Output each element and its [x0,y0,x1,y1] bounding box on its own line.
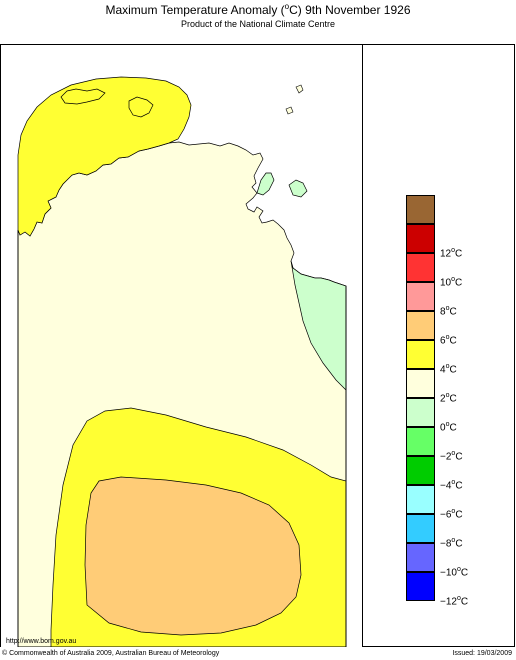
legend-label: −10oC [440,566,469,579]
legend-label: 2oC [440,392,457,405]
copyright-notice: © Commonwealth of Australia 2009, Austra… [2,650,220,657]
legend-swatch [406,369,435,398]
source-url[interactable]: http://www.bom.gov.au [6,638,77,645]
zone-top-end-2-to-4 [17,76,192,237]
legend-label: 6oC [440,334,457,347]
legend-swatch [406,398,435,427]
legend-label: −4oC [440,479,463,492]
legend-swatch [406,311,435,340]
legend-label: −2oC [440,450,463,463]
legend-swatch [406,195,435,224]
zone-central-4-to-6 [84,476,302,636]
legend-swatch [406,514,435,543]
legend-label: 10oC [440,276,463,289]
legend-label: −6oC [440,508,463,521]
coastline-peninsula [128,96,154,118]
legend-swatch [406,340,435,369]
zone-groote-island [288,179,308,198]
legend-label: −12oC [440,595,469,608]
island-small-2 [285,106,294,115]
issued-date: Issued: 19/03/2009 [452,650,512,657]
map-title: Maximum Temperature Anomaly (oC) 9th Nov… [105,2,411,17]
legend-swatch [406,253,435,282]
legend-swatch [406,543,435,572]
zone-gulf-coast-0-to-minus-2 [256,172,275,196]
legend-swatch [406,485,435,514]
anomaly-map [1,45,362,647]
legend-swatch [406,572,435,601]
legend-label: 4oC [440,363,457,376]
legend-label: 8oC [440,305,457,318]
island-small-1 [295,84,304,94]
legend-swatch [406,456,435,485]
map-subtitle: Product of the National Climate Centre [180,19,336,29]
territory-border [17,230,347,647]
legend-swatch [406,224,435,253]
legend-label: 12oC [440,247,463,260]
coastline-north [60,88,106,105]
legend-swatch [406,427,435,456]
zone-gulf-south-0-to-minus-2 [290,260,347,391]
legend-swatch [406,282,435,311]
legend-divider [362,44,363,647]
legend-label: 0oC [440,421,457,434]
legend-label: −8oC [440,537,463,550]
